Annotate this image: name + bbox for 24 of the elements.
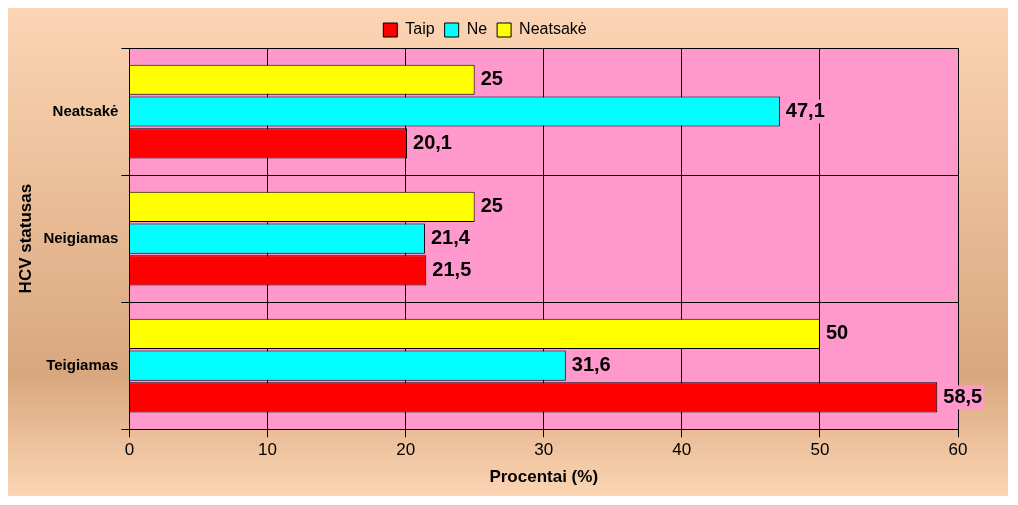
- y-tick-label: Neatsakė: [52, 101, 119, 119]
- y-axis-title: HCV statusas: [15, 183, 35, 294]
- data-label: 20,1: [413, 130, 452, 153]
- x-tick-label: 60: [948, 440, 968, 460]
- data-label: 25: [480, 194, 503, 217]
- legend-label: Ne: [466, 20, 488, 38]
- data-label: 47,1: [785, 99, 825, 122]
- data-label: 21,5: [432, 257, 472, 280]
- x-axis-title: Procentai (%): [489, 467, 599, 487]
- x-tick-label: 0: [124, 440, 135, 460]
- data-label: 21,4: [430, 226, 471, 249]
- data-label: 31,6: [571, 353, 611, 376]
- x-tick-label: 10: [258, 440, 277, 460]
- x-tick-label: 50: [810, 440, 830, 460]
- x-tick-label: 40: [672, 440, 692, 460]
- data-label: 25: [480, 67, 503, 90]
- legend-label: Taip: [405, 20, 435, 38]
- y-tick-label: Teigiamas: [46, 355, 119, 373]
- data-label: 50: [825, 321, 849, 344]
- data-label: 58,5: [943, 384, 983, 407]
- x-tick-label: 30: [534, 440, 554, 460]
- legend-label: Neatsakė: [519, 20, 587, 38]
- y-tick-label: Neigiamas: [43, 228, 119, 246]
- x-tick-label: 20: [396, 440, 416, 460]
